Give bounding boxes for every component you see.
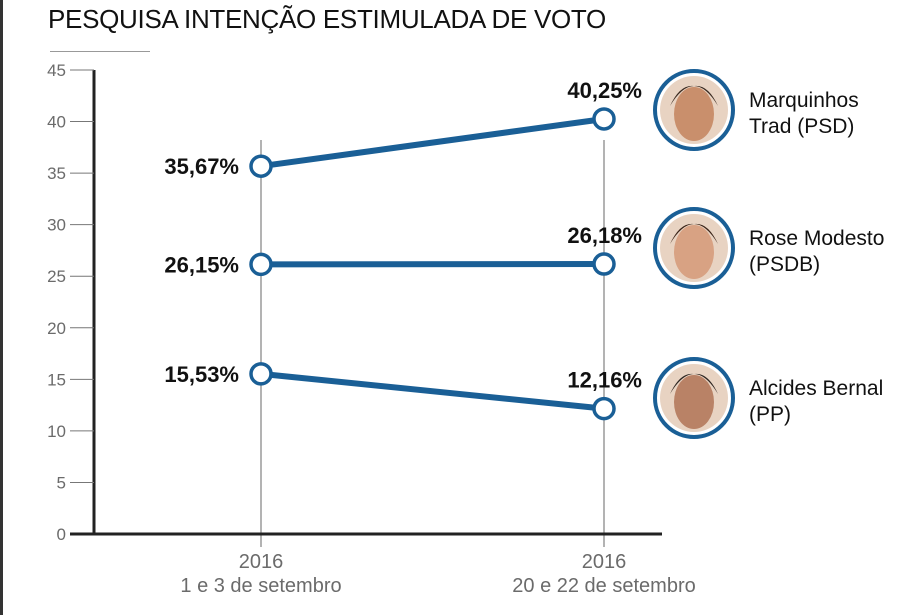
data-label: 15,53%	[164, 362, 239, 387]
data-label: 40,25%	[567, 78, 642, 103]
portrait-face	[674, 225, 714, 279]
data-point	[592, 396, 616, 421]
y-tick-label: 10	[47, 422, 66, 441]
left-border	[0, 0, 3, 615]
x-tick-dates: 1 e 3 de setembro	[180, 575, 341, 597]
y-tick-label: 0	[57, 525, 66, 544]
data-point	[249, 362, 273, 386]
data-point	[249, 252, 273, 277]
y-tick-label: 25	[47, 267, 66, 286]
chart-title: PESQUISA INTENÇÃO ESTIMULADA DE VOTO	[48, 4, 606, 34]
candidate-party: (PSDB)	[749, 253, 820, 276]
data-label: 26,15%	[164, 252, 239, 277]
y-tick-label: 45	[47, 61, 66, 80]
y-tick-label: 5	[57, 473, 66, 492]
portrait-hair	[670, 223, 718, 244]
candidate-party: Trad (PSD)	[749, 115, 854, 138]
portrait-hair	[670, 373, 718, 394]
data-point	[249, 154, 273, 178]
y-tick-label: 30	[47, 216, 66, 235]
portrait-face	[674, 375, 714, 429]
data-label: 12,16%	[567, 368, 642, 393]
y-tick-label: 20	[47, 319, 66, 338]
title-rule	[50, 51, 150, 52]
data-point	[592, 252, 616, 276]
y-tick-label: 15	[47, 370, 66, 389]
portrait-face	[674, 87, 714, 141]
candidate-name: Marquinhos	[749, 89, 859, 112]
x-tick-year: 2016	[582, 551, 627, 573]
candidate-name: Alcides Bernal	[749, 377, 883, 400]
series-line-3	[258, 370, 607, 412]
portrait-hair	[670, 85, 718, 106]
y-tick-label: 35	[47, 164, 66, 183]
data-label: 26,18%	[567, 223, 642, 248]
data-point	[592, 107, 616, 131]
y-tick-label: 40	[47, 113, 66, 132]
x-tick-dates: 20 e 22 de setembro	[512, 575, 695, 597]
series-line-1	[258, 115, 607, 170]
candidate-name: Rose Modesto	[749, 227, 884, 250]
x-tick-year: 2016	[239, 551, 284, 573]
data-label: 35,67%	[164, 154, 239, 179]
candidate-party: (PP)	[749, 403, 791, 426]
